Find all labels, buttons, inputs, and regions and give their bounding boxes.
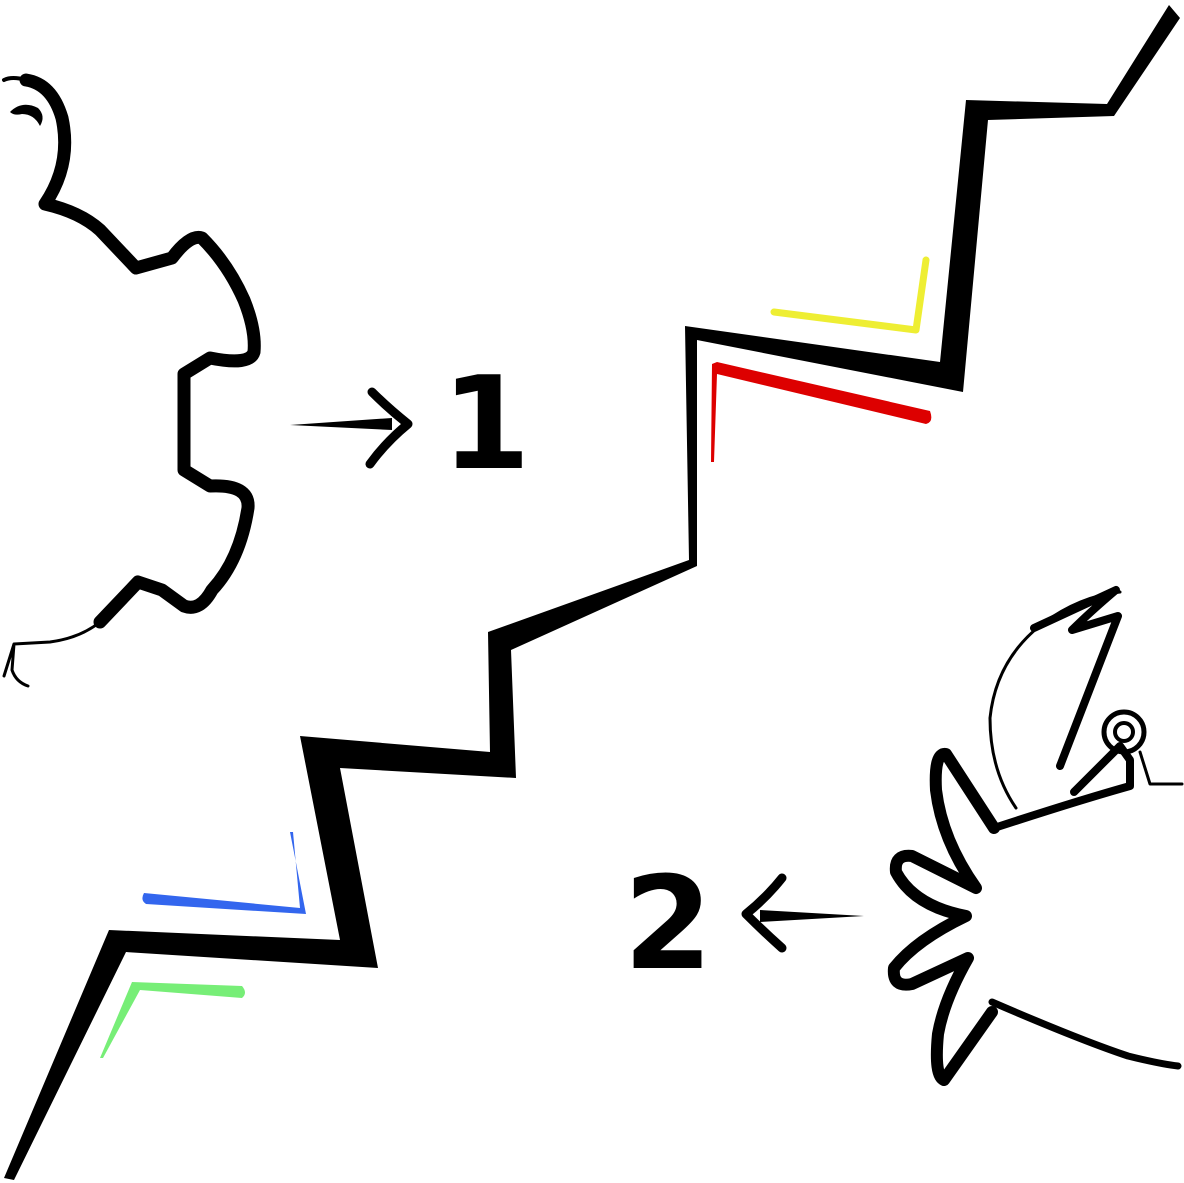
arrow-left-shaft bbox=[760, 910, 864, 922]
label-one: 1 bbox=[441, 350, 530, 499]
yellow-marker bbox=[770, 256, 930, 334]
label-two: 2 bbox=[623, 850, 712, 999]
left-piece-tail bbox=[2, 620, 102, 688]
right-piece-cap bbox=[990, 586, 1134, 832]
green-marker bbox=[100, 982, 245, 1058]
left-puzzle-piece bbox=[2, 73, 261, 688]
arrow-right-head bbox=[365, 387, 413, 469]
marker-strokes bbox=[100, 256, 932, 1058]
arrow-right-shaft bbox=[290, 418, 392, 430]
arrow-left-head bbox=[741, 873, 787, 953]
arrow-right-icon bbox=[290, 387, 413, 469]
blue-marker bbox=[142, 832, 306, 914]
arrow-left-icon bbox=[741, 873, 864, 953]
right-puzzle-piece bbox=[887, 586, 1184, 1086]
left-piece-curl bbox=[2, 76, 28, 82]
right-piece-bottom-edge bbox=[988, 998, 1182, 1070]
target-icon bbox=[1101, 709, 1147, 755]
red-marker bbox=[711, 362, 932, 462]
right-piece-dome bbox=[988, 590, 1122, 810]
right-piece-outline bbox=[887, 748, 1000, 1086]
right-piece-stem bbox=[1138, 750, 1184, 786]
target-inner-ring bbox=[1113, 721, 1135, 743]
target-outer-ring bbox=[1101, 709, 1147, 755]
left-piece-eye bbox=[10, 104, 43, 126]
left-piece-outline bbox=[19, 73, 261, 629]
